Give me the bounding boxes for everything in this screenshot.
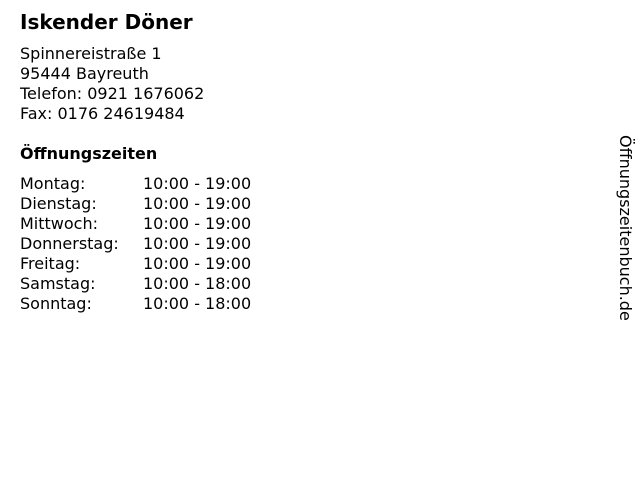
hours-row: Montag: 10:00 - 19:00 (20, 174, 251, 194)
street: Spinnereistraße 1 (20, 44, 162, 63)
fax: Fax: 0176 24619484 (20, 104, 185, 123)
hours-row: Mittwoch: 10:00 - 19:00 (20, 214, 251, 234)
address-block: Spinnereistraße 1 95444 Bayreuth Telefon… (20, 44, 204, 124)
time: 10:00 - 18:00 (143, 294, 252, 313)
day: Donnerstag: (20, 234, 119, 253)
watermark-text: Öffnungszeitenbuch.de (616, 135, 635, 321)
phone: Telefon: 0921 1676062 (20, 84, 205, 103)
time: 10:00 - 19:00 (143, 234, 252, 253)
time: 10:00 - 19:00 (143, 194, 252, 213)
hours-table: Montag: 10:00 - 19:00 Dienstag: 10:00 - 19… (20, 174, 251, 314)
hours-row: Samstag: 10:00 - 18:00 (20, 274, 251, 294)
hours-row: Donnerstag: 10:00 - 19:00 (20, 234, 251, 254)
hours-row: Sonntag: 10:00 - 18:00 (20, 294, 251, 314)
day: Sonntag: (20, 294, 92, 313)
hours-row: Dienstag: 10:00 - 19:00 (20, 194, 251, 214)
day: Dienstag: (20, 194, 97, 213)
time: 10:00 - 19:00 (143, 214, 252, 233)
time: 10:00 - 18:00 (143, 274, 252, 293)
day: Montag: (20, 174, 86, 193)
hours-row: Freitag: 10:00 - 19:00 (20, 254, 251, 274)
day: Samstag: (20, 274, 96, 293)
day: Freitag: (20, 254, 81, 273)
time: 10:00 - 19:00 (143, 174, 252, 193)
city: 95444 Bayreuth (20, 64, 149, 83)
hours-heading: Öffnungszeiten (20, 144, 158, 163)
day: Mittwoch: (20, 214, 98, 233)
business-name: Iskender Döner (20, 10, 193, 34)
time: 10:00 - 19:00 (143, 254, 252, 273)
